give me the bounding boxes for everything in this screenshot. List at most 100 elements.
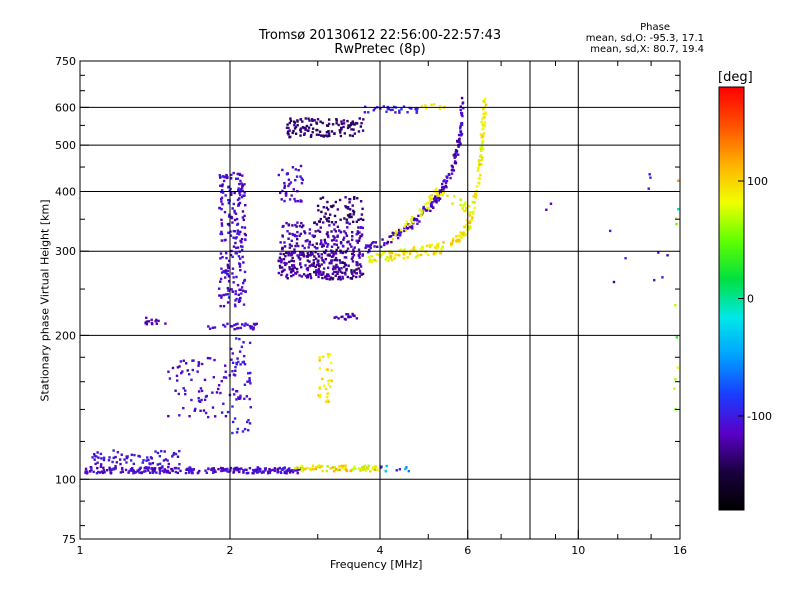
data-point <box>317 464 320 467</box>
data-point <box>212 471 215 474</box>
data-point <box>337 317 340 320</box>
data-point <box>291 251 295 255</box>
data-point <box>322 355 325 358</box>
data-point <box>167 462 171 466</box>
data-point <box>322 250 326 254</box>
data-point <box>333 466 337 469</box>
data-point <box>237 187 240 190</box>
data-point <box>326 234 330 237</box>
data-point <box>93 458 96 461</box>
data-point <box>289 271 293 274</box>
data-point <box>252 468 255 472</box>
data-point <box>285 273 289 277</box>
data-point <box>296 119 299 122</box>
data-point <box>353 465 356 469</box>
x-tick-label: 2 <box>227 544 234 557</box>
data-point <box>412 246 416 249</box>
data-point <box>174 389 177 392</box>
data-point <box>337 267 341 270</box>
data-point <box>239 394 242 398</box>
data-point <box>288 182 291 186</box>
data-point <box>442 191 445 194</box>
data-point <box>318 130 322 133</box>
data-point <box>305 255 309 258</box>
data-point <box>231 207 234 210</box>
data-point <box>312 468 316 471</box>
data-point <box>231 221 234 224</box>
data-point <box>138 467 142 471</box>
data-point <box>262 470 265 473</box>
data-point <box>154 319 157 323</box>
data-point <box>229 253 233 257</box>
data-point <box>481 139 485 143</box>
data-point <box>88 470 92 473</box>
data-point <box>340 126 343 130</box>
data-point <box>356 197 359 200</box>
data-point <box>346 207 350 210</box>
data-point <box>314 250 317 254</box>
data-point <box>357 226 360 229</box>
data-point <box>311 119 314 122</box>
data-point <box>335 243 339 246</box>
data-point <box>434 195 437 198</box>
data-point <box>453 160 457 163</box>
data-point <box>382 105 385 108</box>
data-point <box>304 467 307 470</box>
data-point <box>288 268 292 271</box>
data-point <box>234 299 237 302</box>
data-point <box>334 267 337 270</box>
data-point <box>241 323 244 326</box>
data-point <box>310 263 314 266</box>
data-point <box>283 471 286 475</box>
data-point <box>398 468 402 471</box>
data-point <box>238 173 242 177</box>
data-point <box>351 121 354 124</box>
data-point <box>227 296 231 299</box>
data-point <box>85 472 89 475</box>
data-point <box>310 134 313 137</box>
data-point <box>343 467 346 471</box>
data-point <box>258 468 262 472</box>
data-point <box>243 191 246 194</box>
data-point <box>199 387 203 390</box>
data-point <box>326 243 330 246</box>
data-point <box>244 238 247 241</box>
data-point <box>96 466 99 470</box>
data-point <box>452 195 456 198</box>
data-point <box>341 261 345 264</box>
data-point <box>207 415 210 419</box>
data-point <box>231 290 234 293</box>
data-point <box>120 453 123 456</box>
data-point <box>221 175 224 178</box>
data-point <box>309 275 312 278</box>
data-point <box>97 470 100 474</box>
data-point <box>341 244 345 248</box>
data-point <box>338 468 341 472</box>
data-point <box>126 455 129 458</box>
data-point <box>352 128 355 131</box>
data-point <box>459 130 462 133</box>
data-point <box>189 469 192 473</box>
data-point <box>303 246 306 250</box>
data-point <box>239 296 242 300</box>
data-point <box>311 464 315 467</box>
data-point <box>418 208 421 212</box>
data-point <box>340 464 344 468</box>
data-point <box>233 211 236 214</box>
data-point <box>114 464 117 468</box>
data-point <box>308 228 312 231</box>
grid-lines <box>80 61 680 539</box>
data-point <box>296 230 299 234</box>
data-point <box>182 406 185 410</box>
x-tick-label: 1 <box>77 544 84 557</box>
data-point <box>219 197 223 201</box>
data-point <box>409 249 413 252</box>
data-point <box>176 471 179 475</box>
data-point <box>346 247 350 250</box>
data-point <box>224 293 228 296</box>
data-point <box>234 323 238 326</box>
data-point <box>438 190 441 194</box>
data-point <box>319 271 322 274</box>
data-point <box>133 471 136 474</box>
